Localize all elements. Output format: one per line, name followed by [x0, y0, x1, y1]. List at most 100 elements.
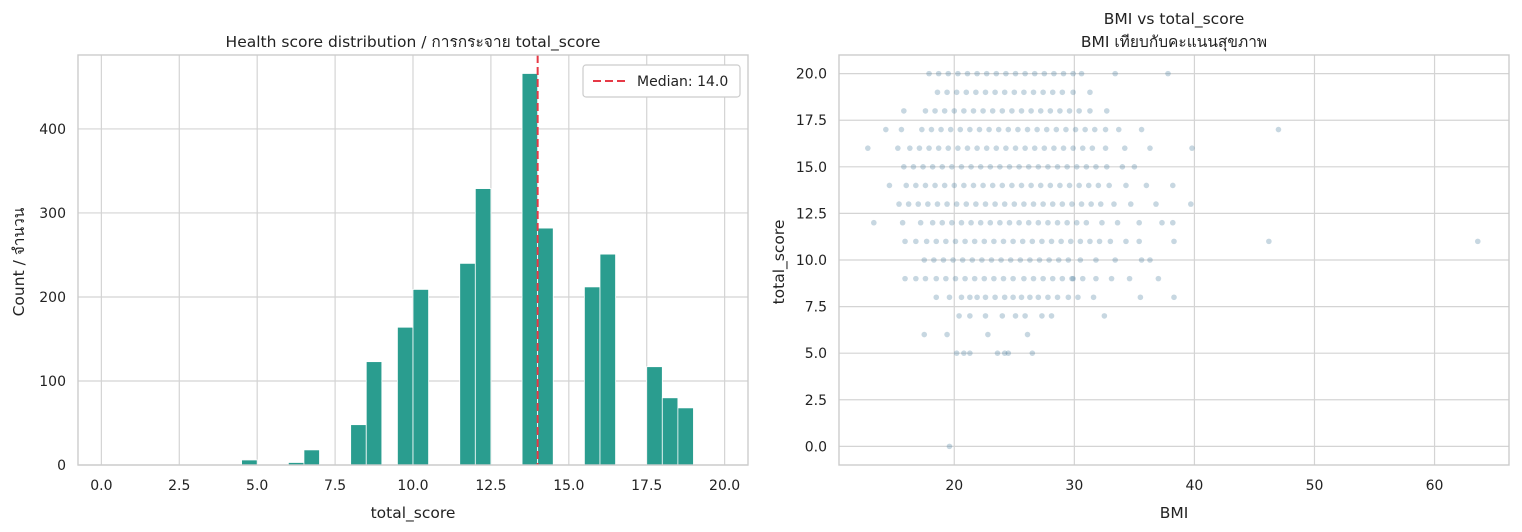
- scatter-point: [1040, 275, 1046, 282]
- scatter-point: [1085, 182, 1092, 189]
- scatter-point: [967, 294, 973, 301]
- scatter-point: [903, 182, 910, 189]
- scatter-point: [1076, 108, 1082, 114]
- scatter-point: [1047, 182, 1054, 189]
- scatter-point: [1153, 201, 1159, 207]
- scatter-point: [941, 108, 948, 114]
- histogram-bar: [474, 188, 492, 466]
- legend-median-label: Median: 14.0: [637, 74, 728, 90]
- scatter-point: [1143, 182, 1150, 189]
- scatter-point: [1111, 201, 1117, 207]
- scatter-point: [983, 70, 990, 77]
- scatter-point: [983, 145, 990, 151]
- scatter-point: [995, 126, 1002, 133]
- scatter-point: [935, 70, 942, 77]
- legend-box: [582, 64, 741, 98]
- scatter-point: [1102, 145, 1109, 151]
- scatter-point: [961, 350, 967, 356]
- scatter-point: [987, 219, 994, 226]
- scatter-point: [993, 145, 1000, 151]
- scatter-point: [1188, 201, 1194, 207]
- scatter-point: [1030, 275, 1037, 282]
- scatter-point: [1189, 145, 1195, 151]
- scatter-point: [1093, 275, 1099, 282]
- scatter-point: [933, 238, 940, 245]
- scatter-point: [973, 89, 979, 96]
- scatter-point: [1022, 145, 1028, 151]
- scatter-y-tick-label: 12.5: [796, 206, 827, 222]
- scatter-point: [945, 70, 952, 77]
- scatter-point: [1006, 219, 1013, 226]
- scatter-point: [1017, 257, 1024, 263]
- scatter-point: [988, 257, 995, 263]
- scatter-point: [1266, 238, 1272, 245]
- scatter-point: [1063, 126, 1069, 133]
- scatter-point: [979, 257, 985, 263]
- scatter-point: [1096, 238, 1103, 245]
- scatter-point: [1040, 201, 1046, 207]
- scatter-point: [940, 257, 947, 263]
- histogram-bar: [521, 73, 539, 466]
- scatter-point: [922, 275, 929, 282]
- scatter-point: [1045, 294, 1051, 301]
- scatter-point: [933, 294, 940, 301]
- scatter-point: [921, 331, 928, 338]
- scatter-point: [1083, 164, 1090, 170]
- scatter-point: [1155, 275, 1162, 282]
- scatter-point: [1024, 331, 1031, 338]
- scatter-point: [968, 219, 974, 226]
- histogram-bar: [646, 366, 663, 466]
- scatter-point: [1069, 275, 1075, 282]
- scatter-point: [922, 182, 929, 189]
- scatter-point: [1087, 89, 1093, 96]
- scatter-point: [1087, 238, 1093, 245]
- scatter-point: [1106, 182, 1112, 189]
- scatter-point: [1123, 182, 1129, 189]
- scatter-grid: [839, 55, 1509, 465]
- scatter-x-tick-label: 20: [945, 478, 963, 494]
- scatter-point: [1005, 126, 1012, 133]
- scatter-point: [991, 238, 997, 245]
- scatter-point: [1121, 145, 1128, 151]
- scatter-point: [1059, 89, 1066, 96]
- scatter-point: [946, 443, 953, 450]
- scatter-point: [1024, 126, 1031, 133]
- scatter-point: [1045, 219, 1051, 226]
- scatter-points: [865, 70, 1481, 450]
- scatter-point: [1093, 257, 1099, 263]
- scatter-point: [992, 294, 998, 301]
- scatter-point: [971, 238, 978, 245]
- scatter-point: [1072, 126, 1079, 133]
- histogram-bar: [397, 326, 414, 466]
- scatter-point: [967, 313, 973, 319]
- scatter-point: [963, 89, 970, 96]
- scatter-point: [959, 257, 966, 263]
- scatter-point: [982, 294, 989, 301]
- scatter-point: [871, 219, 877, 226]
- scatter-point: [916, 145, 923, 151]
- scatter-point: [926, 145, 932, 151]
- scatter-point: [981, 275, 988, 282]
- histogram-y-tick-label: 400: [39, 122, 66, 138]
- scatter-point: [1054, 164, 1061, 170]
- scatter-point: [1049, 201, 1056, 207]
- scatter-point: [993, 70, 1000, 77]
- scatter-x-tick-label: 40: [1185, 478, 1203, 494]
- histogram-bar: [303, 449, 320, 466]
- scatter-point: [928, 126, 935, 133]
- scatter-point: [1066, 108, 1073, 114]
- scatter-point: [1055, 257, 1062, 263]
- scatter-point: [898, 126, 905, 133]
- scatter-point: [1078, 201, 1085, 207]
- scatter-point: [1064, 164, 1070, 170]
- scatter-point: [1083, 219, 1090, 226]
- scatter-point: [1049, 89, 1056, 96]
- scatter-point: [1057, 108, 1063, 114]
- scatter-point: [951, 108, 958, 114]
- scatter-point: [974, 145, 980, 151]
- scatter-point: [1018, 294, 1025, 301]
- scatter-point: [1016, 164, 1022, 170]
- histogram-x-tick-label: 10.0: [397, 478, 428, 494]
- scatter-point: [1001, 89, 1008, 96]
